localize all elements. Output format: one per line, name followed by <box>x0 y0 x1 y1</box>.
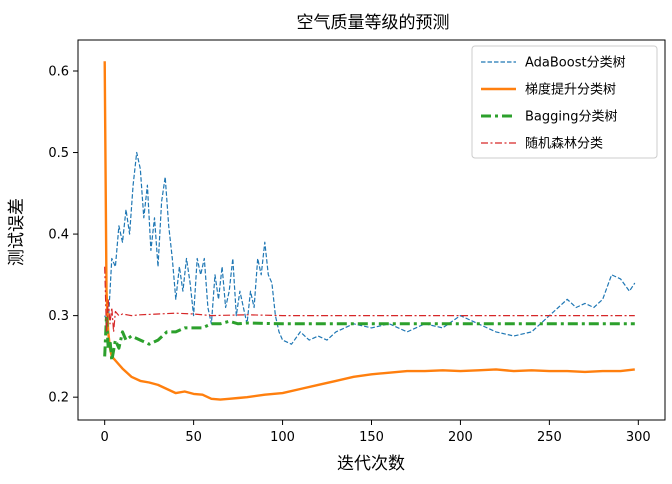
x-tick-label: 300 <box>626 430 651 445</box>
x-tick-label: 200 <box>448 430 473 445</box>
y-tick-label: 0.5 <box>48 146 69 161</box>
y-tick-label: 0.6 <box>48 64 69 79</box>
x-axis-label: 迭代次数 <box>337 454 405 474</box>
y-tick-label: 0.3 <box>48 309 69 324</box>
series-line-2 <box>103 61 635 401</box>
x-axis: 0 50 100 150 200 250 300 <box>101 420 651 445</box>
x-tick-label: 150 <box>359 430 384 445</box>
y-tick-label: 0.2 <box>48 391 69 406</box>
chart-title: 空气质量等级的预测 <box>297 13 450 33</box>
y-axis-label: 测试误差 <box>7 198 27 266</box>
legend-box <box>471 45 658 159</box>
legend-label: Bagging分类树 <box>525 110 618 125</box>
y-tick-label: 0.4 <box>48 228 69 243</box>
x-tick-label: 50 <box>185 430 202 445</box>
y-axis: 0.2 0.3 0.4 0.5 0.6 <box>48 64 78 406</box>
series-line-3 <box>103 314 635 362</box>
x-tick-label: 0 <box>101 430 109 445</box>
series-line-1 <box>104 151 636 345</box>
x-tick-label: 100 <box>270 430 295 445</box>
legend-label: 随机森林分类 <box>525 137 603 152</box>
series-line-4 <box>104 266 635 333</box>
legend-label: 梯度提升分类树 <box>525 82 616 98</box>
legend-label: AdaBoost分类树 <box>525 56 626 71</box>
x-tick-label: 250 <box>537 430 562 445</box>
series-layer <box>103 61 636 401</box>
